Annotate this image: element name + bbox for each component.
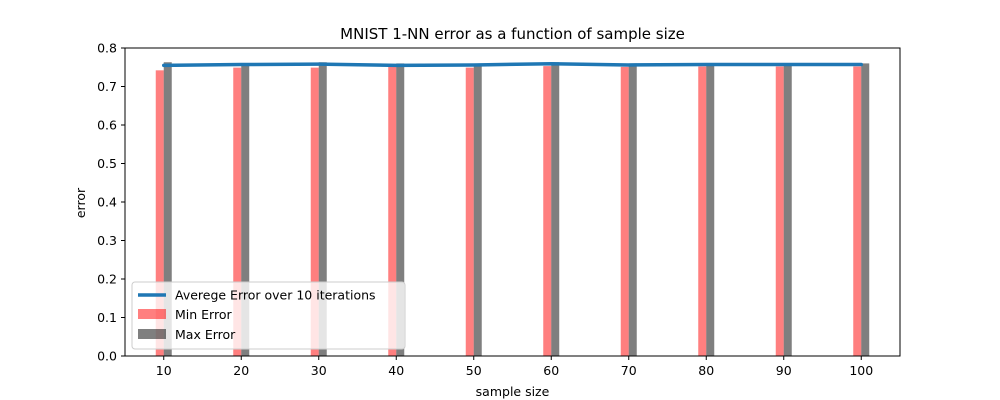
x-tick-label-70: 70: [621, 363, 637, 378]
legend-min-error-label: Min Error: [175, 307, 232, 322]
y-tick-label-0.0: 0.0: [97, 349, 117, 364]
max-error-bar-100: [861, 63, 870, 357]
min-error-bar-100: [853, 66, 862, 356]
y-tick-label-0.6: 0.6: [97, 118, 117, 133]
min-error-bar-80: [698, 66, 707, 356]
min-error-bar-30: [310, 67, 319, 356]
y-tick-label-0.8: 0.8: [97, 41, 117, 56]
legend-max-error-label: Max Error: [175, 327, 236, 342]
x-tick-label-100: 100: [849, 363, 873, 378]
y-tick-label-0.5: 0.5: [97, 156, 117, 171]
average-error-line: [162, 62, 863, 68]
y-tick-label-0.1: 0.1: [97, 310, 117, 325]
x-tick-label-40: 40: [388, 363, 404, 378]
legend-min-error-swatch: [138, 309, 166, 319]
y-tick-label-0.3: 0.3: [97, 233, 117, 248]
max-error-bar-80: [706, 63, 715, 357]
min-error-bar-70: [620, 66, 629, 357]
max-error-bar-40: [396, 63, 405, 357]
max-error-bar-70: [628, 63, 637, 357]
min-error-bar-20: [233, 67, 242, 356]
legend-box: [131, 281, 406, 350]
y-tick-label-0.4: 0.4: [97, 195, 117, 210]
min-error-bar-40: [388, 66, 397, 356]
legend-average-error-label: Averege Error over 10 iterations: [175, 288, 376, 303]
min-error-bar-10: [155, 70, 164, 356]
y-tick-label-0.7: 0.7: [97, 79, 117, 94]
x-tick-label-30: 30: [311, 363, 327, 378]
legend: Averege Error over 10 iterations Min Erro…: [131, 281, 406, 350]
min-error-bar-90: [775, 66, 784, 356]
max-error-bar-90: [783, 63, 792, 357]
plot-area: [155, 62, 870, 357]
x-axis-label: sample size: [476, 384, 550, 399]
axes: 0.0 0.1 0.2 0.3 0.4 0.5 0.6 0.7 0.8 10 20 30 40 50 60 7…: [97, 41, 901, 378]
x-tick-label-10: 10: [156, 363, 172, 378]
x-tick-label-50: 50: [466, 363, 482, 378]
max-error-bar-20: [241, 63, 250, 357]
x-tick-label-90: 90: [776, 363, 792, 378]
legend-max-error-swatch: [138, 329, 166, 339]
y-tick-label-0.2: 0.2: [97, 272, 117, 287]
max-error-bar-10: [163, 62, 172, 357]
x-tick-label-20: 20: [233, 363, 249, 378]
chart-title: MNIST 1-NN error as a function of sample…: [340, 25, 685, 43]
max-error-bar-60: [551, 62, 560, 357]
max-error-bar-50: [473, 63, 482, 356]
x-tick-label-60: 60: [543, 363, 559, 378]
min-error-bar-60: [543, 66, 552, 356]
x-tick-label-80: 80: [698, 363, 714, 378]
y-axis-label: error: [73, 187, 88, 218]
max-error-bar-30: [318, 62, 327, 357]
min-error-bar-50: [465, 67, 474, 356]
